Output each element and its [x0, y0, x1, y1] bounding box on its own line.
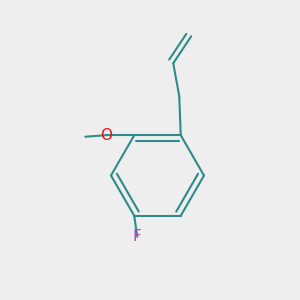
Text: O: O [100, 128, 112, 143]
Text: F: F [133, 229, 142, 244]
